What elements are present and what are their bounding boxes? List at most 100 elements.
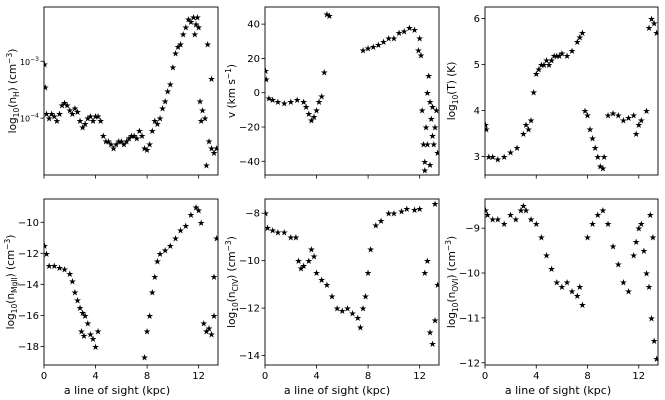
- y-label-part: log: [5, 313, 17, 329]
- data-point: ★: [619, 116, 627, 126]
- panel-T: ★★★★★★★★★★★★★★★★★★★★★★★★★★★★★★★★★★★★★★★★…: [446, 6, 659, 179]
- data-point: ★: [55, 264, 63, 274]
- data-point: ★: [390, 34, 398, 44]
- data-point: ★: [50, 112, 58, 122]
- data-point: ★: [184, 16, 192, 26]
- data-point: ★: [89, 335, 97, 345]
- data-point: ★: [390, 210, 398, 220]
- data-point: ★: [210, 273, 218, 283]
- data-point: ★: [148, 289, 156, 299]
- data-point: ★: [79, 309, 87, 319]
- data-point: ★: [174, 43, 182, 53]
- data-point: ★: [507, 211, 515, 221]
- data-point: ★: [307, 117, 315, 127]
- data-point: ★: [43, 250, 51, 260]
- data-point: ★: [589, 220, 597, 230]
- data-point: ★: [182, 24, 190, 34]
- data-point: ★: [280, 229, 288, 239]
- data-point: ★: [537, 61, 545, 71]
- data-point: ★: [349, 309, 357, 319]
- data-point: ★: [159, 105, 167, 115]
- data-point: ★: [418, 106, 426, 116]
- data-point: ★: [512, 216, 520, 226]
- data-point: ★: [153, 258, 161, 268]
- y-label-part: log: [446, 104, 458, 120]
- y-label-part: (T) (K): [446, 62, 458, 95]
- data-point: ★: [313, 106, 321, 116]
- data-point: ★: [274, 229, 282, 239]
- y-label-part: OVI: [451, 279, 460, 292]
- data-point: ★: [122, 137, 130, 147]
- data-point: ★: [624, 288, 632, 298]
- data-point: ★: [313, 269, 321, 279]
- data-point: ★: [84, 115, 92, 125]
- data-point: ★: [482, 207, 490, 217]
- data-point: ★: [522, 207, 530, 217]
- data-point: ★: [208, 75, 216, 85]
- y-tick-base: 10: [20, 115, 30, 124]
- panel-v: ★★★★★★★★★★★★★★★★★★★★★★★★★★★★★★★★★★★★★★★★…: [224, 6, 440, 179]
- data-point: ★: [525, 126, 533, 136]
- data-point: ★: [192, 21, 200, 31]
- x-tick-label: 0: [262, 371, 268, 382]
- data-point: ★: [369, 43, 377, 53]
- data-point: ★: [484, 211, 492, 221]
- data-point: ★: [426, 161, 434, 171]
- data-point: ★: [645, 283, 653, 293]
- data-point: ★: [307, 245, 315, 255]
- data-point: ★: [138, 132, 146, 142]
- data-point: ★: [630, 112, 638, 122]
- data-point: ★: [143, 327, 151, 337]
- x-tick-label: 4: [92, 371, 98, 382]
- data-point: ★: [635, 225, 643, 235]
- data-point: ★: [201, 115, 209, 125]
- data-point: ★: [356, 324, 364, 334]
- data-point: ★: [489, 153, 497, 163]
- data-point: ★: [187, 211, 195, 221]
- y-tick-label: 3: [474, 152, 480, 163]
- data-point: ★: [553, 279, 561, 289]
- data-point: ★: [315, 98, 323, 108]
- y-tick-label: −11: [459, 313, 480, 324]
- y-tick-label: −40: [239, 157, 260, 168]
- data-point: ★: [81, 312, 89, 322]
- x-tick-label: 8: [144, 371, 150, 382]
- data-point: ★: [169, 63, 177, 73]
- y-tick-label: −14: [239, 351, 260, 362]
- data-point: ★: [604, 112, 612, 122]
- data-point: ★: [421, 158, 429, 168]
- data-point: ★: [343, 305, 351, 315]
- data-point: ★: [187, 18, 195, 28]
- x-tick-label: 8: [365, 371, 371, 382]
- data-point: ★: [609, 109, 617, 119]
- plot-frame: [264, 198, 440, 366]
- data-point: ★: [395, 29, 403, 39]
- data-point: ★: [630, 252, 638, 262]
- data-point: ★: [650, 337, 658, 347]
- data-point: ★: [140, 144, 148, 154]
- data-point: ★: [364, 269, 372, 279]
- data-point: ★: [431, 316, 439, 326]
- data-point: ★: [292, 233, 300, 243]
- y-label-part: −3: [5, 53, 14, 64]
- data-point: ★: [548, 265, 556, 275]
- data-point: ★: [594, 153, 602, 163]
- data-point: ★: [640, 247, 648, 257]
- y-tick-label: −16: [18, 311, 39, 322]
- x-axis-label-1: a line of sight (kpc): [64, 384, 170, 397]
- y-tick-exponent: −3: [30, 56, 39, 63]
- data-point: ★: [86, 331, 94, 341]
- data-point: ★: [553, 52, 561, 62]
- data-point: ★: [79, 123, 87, 133]
- data-point: ★: [45, 115, 53, 125]
- data-point: ★: [653, 355, 661, 365]
- data-point: ★: [210, 149, 218, 159]
- data-point: ★: [599, 207, 607, 217]
- data-point: ★: [589, 135, 597, 145]
- data-point: ★: [405, 24, 413, 34]
- data-point: ★: [262, 76, 270, 86]
- data-point: ★: [361, 293, 369, 303]
- data-point: ★: [563, 279, 571, 289]
- series-nh: ★★★★★★★★★★★★★★★★★★★★★★★★★★★★★★★★★★★★★★★★…: [44, 14, 218, 172]
- y-label-part: H: [12, 91, 21, 97]
